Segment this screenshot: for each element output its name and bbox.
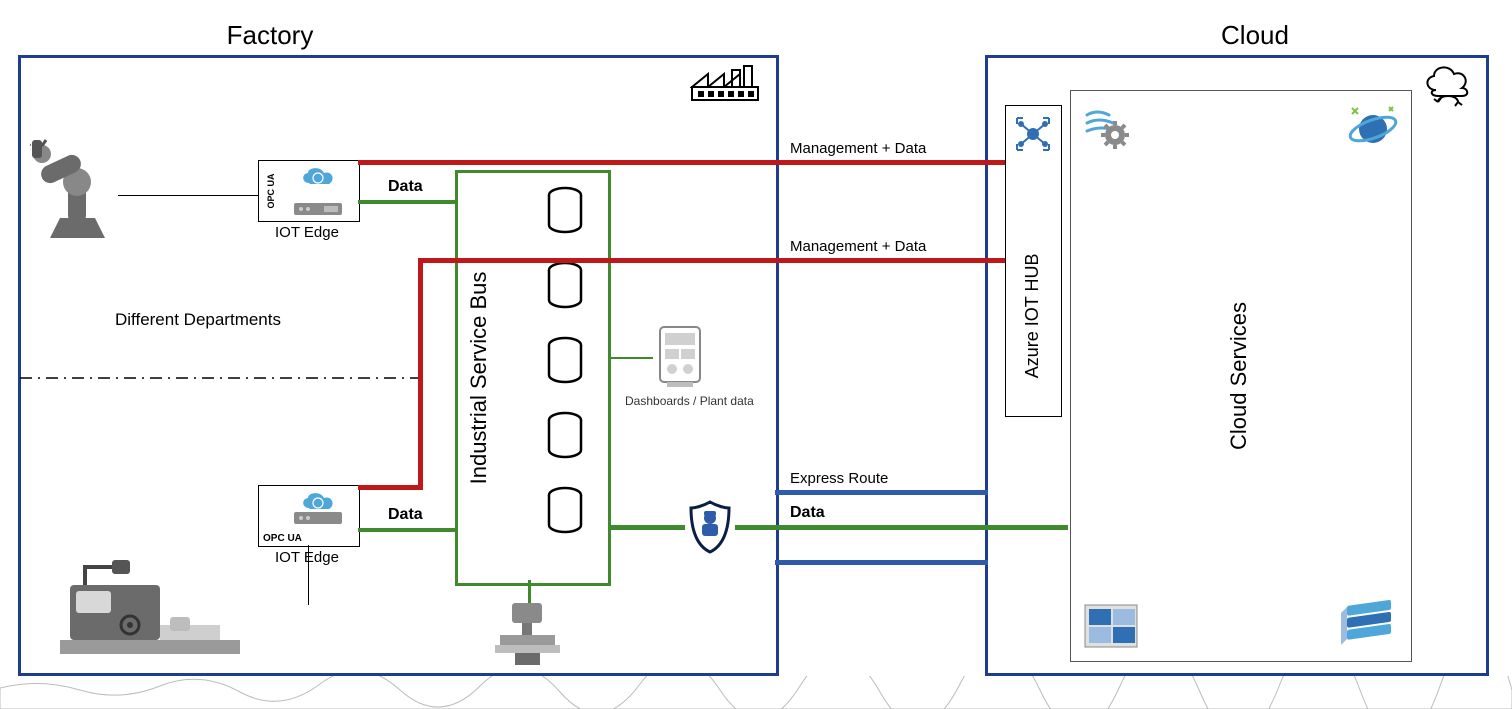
industrial-service-bus: Industrial Service Bus bbox=[455, 170, 611, 586]
edge2-to-machine-line bbox=[308, 545, 309, 605]
department-divider bbox=[20, 374, 420, 382]
express-line-top bbox=[775, 490, 988, 495]
data-line-1 bbox=[358, 200, 455, 204]
azure-iot-hub: Azure IOT HUB bbox=[1005, 105, 1062, 417]
iot-edge-2-label: IOT Edge bbox=[275, 549, 339, 566]
milling-machine-icon bbox=[490, 598, 570, 673]
dashboards-label: Dashboards / Plant data bbox=[625, 394, 754, 408]
mgmt-line-1 bbox=[358, 160, 1005, 165]
robot-arm-icon bbox=[30, 130, 125, 255]
iot-hub-label: Azure IOT HUB bbox=[1022, 254, 1043, 379]
robot-to-edge1-line bbox=[118, 195, 258, 196]
iot-edge-1-label: IOT Edge bbox=[275, 224, 339, 241]
opcua-label-1: OPC UA bbox=[263, 165, 285, 219]
cloud-services: Cloud Services bbox=[1070, 90, 1412, 662]
data-cloud-label: Data bbox=[790, 504, 825, 522]
isb-to-dashboard-line bbox=[608, 357, 653, 359]
cnc-machine-icon bbox=[60, 555, 240, 670]
wind-gear-icon bbox=[1083, 103, 1135, 155]
mgmt-line-2a bbox=[358, 485, 423, 490]
data-cloud-line bbox=[608, 525, 1068, 530]
planet-icon bbox=[1347, 103, 1399, 155]
data-label-1: Data bbox=[388, 178, 423, 196]
isb-label: Industrial Service Bus bbox=[466, 272, 492, 485]
mgmt-label-1: Management + Data bbox=[790, 140, 926, 157]
security-shield-icon bbox=[685, 498, 735, 561]
server-stack-icon bbox=[1339, 599, 1399, 649]
mgmt-line-2c bbox=[418, 258, 1005, 263]
cloud-services-label: Cloud Services bbox=[1226, 302, 1252, 450]
cloud-sync-icon bbox=[1418, 62, 1478, 112]
opcua-label-2: OPC UA bbox=[263, 533, 302, 544]
express-line-bottom bbox=[775, 560, 988, 565]
isb-cylinders bbox=[545, 185, 585, 565]
panel-icon bbox=[1083, 603, 1139, 649]
torn-edge bbox=[0, 676, 1512, 709]
data-line-2 bbox=[358, 528, 455, 532]
iot-edge-2: OPC UA bbox=[258, 485, 360, 547]
mgmt-line-2b bbox=[418, 258, 423, 490]
express-label: Express Route bbox=[790, 470, 888, 487]
dashboard-device-icon bbox=[655, 325, 705, 395]
diagram-root: Factory Cloud bbox=[0, 0, 1512, 709]
data-label-2: Data bbox=[388, 506, 423, 524]
iot-edge-1: OPC UA bbox=[258, 160, 360, 222]
factory-title: Factory bbox=[210, 20, 330, 51]
cloud-title: Cloud bbox=[1205, 20, 1305, 51]
factory-icon bbox=[690, 62, 760, 107]
svg-text:OPC UA: OPC UA bbox=[266, 173, 276, 209]
different-departments-label: Different Departments bbox=[115, 310, 281, 330]
mgmt-label-2: Management + Data bbox=[790, 238, 926, 255]
